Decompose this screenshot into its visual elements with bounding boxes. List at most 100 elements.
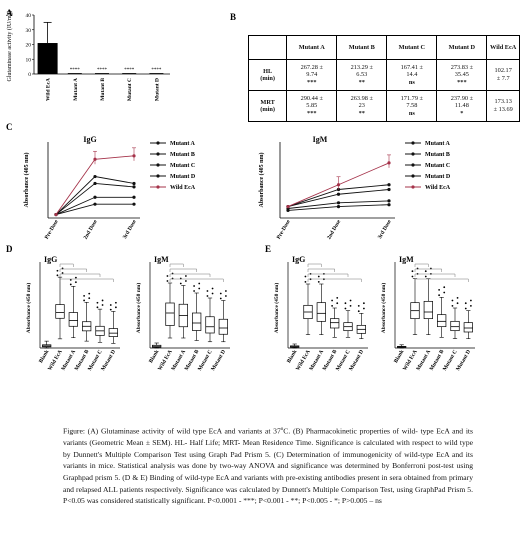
box-sig-bracket [59,263,74,267]
chart-a-bar [67,73,82,74]
box-iqr [218,318,228,335]
chart-c-point [132,185,136,189]
chart-c-point [286,205,290,209]
chart-a-bar [95,73,109,74]
chart-c-legend-label: Mutant C [425,163,450,169]
box-iqr [316,302,326,322]
chart-c-legend-label: Mutant A [170,141,196,147]
pk-header-mutant-c: Mutant C [386,35,438,60]
pk-row-mrt: MRT (min) 290.44 ±5.85 *** 263.98 ±23 ** 17… [247,90,520,122]
pk-cell: 173.13 ± 13.69 [486,90,520,122]
chart-c-legend-label: Mutant B [425,152,450,158]
chart-c-series-line [55,196,134,215]
box-sig-bracket [414,263,429,267]
chart-a-sig: **** [97,68,108,73]
pk-header-mutant-d: Mutant D [436,35,488,60]
chart-a-bar [149,73,164,74]
chart-a-xtick: Mutant B [100,78,106,101]
chart-a-xtick: Mutant A [73,78,79,101]
box-iqr [55,304,65,319]
box-iqr [165,302,175,326]
pk-header-mutant-a: Mutant A [286,35,338,60]
chart-a-ytick: 40 [26,13,32,19]
chart-a-bar [122,73,137,74]
pk-cell: 171.79 ±7.58 ns [386,90,438,122]
box-iqr [68,312,78,327]
chart-c-point [387,183,391,187]
pk-cell: 167.41 ±14.4 ns [386,59,438,91]
chart-c-xtick: 3rd Dose [377,219,393,241]
chart-c-point [336,201,341,205]
box-iqr [108,328,118,337]
chart-c-igg: IgG Absorbance (405 nm) Pre-Dose 2nd Dose… [23,135,196,241]
chart-a-ytick: 0 [28,72,31,78]
chart-c-igg-ylabel: Absorbance (405 nm) [23,152,30,207]
pk-cell: 263.98 ±23 ** [336,90,388,122]
pk-row-hl: HL (min) 267.28 ±9.74 *** 213.29 ±6.53 ** 1… [247,59,520,91]
box-ylabel: Absorbance (450 nm) [25,283,32,334]
chart-a-sig: **** [124,68,135,73]
chart-c-point [286,208,290,212]
chart-c-point [336,192,341,196]
chart-c-legend-label: Mutant D [170,174,196,180]
box-sig-bracket [59,278,114,282]
pk-header-blank [247,35,288,60]
panel-label-e: E [265,244,271,254]
pk-row-label: HL (min) [247,59,288,91]
chart-a-ytick: 20 [26,43,32,49]
panel-label-b: B [230,12,236,22]
chart-c-xtick: Pre-Dose [44,219,60,241]
chart-c-point [54,212,58,217]
chart-a-ytick: 30 [26,28,32,34]
chart-c-point [132,195,136,199]
chart-c-xtick: 2nd Dose [83,219,99,241]
figure-caption: Figure: (A) Glutaminase activity of wild… [63,426,473,506]
box-title: IgG [44,255,57,264]
chart-c-point [387,187,391,192]
box-iqr [205,316,215,334]
box-sig-bracket [414,273,456,277]
box-ylabel: Absorbance (450 nm) [135,283,142,334]
pk-cell: 267.28 ±9.74 *** [286,59,338,91]
box-sig-bracket [169,273,211,277]
box-title: IgM [399,255,414,264]
pk-table: Mutant A Mutant B Mutant C Mutant D Wild… [247,35,520,122]
box-iqr [450,320,460,332]
chart-c-legend-label: Mutant D [425,174,451,180]
chart-c-igm: IgM Absorbance (405 nm) Pre-Dose 2nd Dose… [258,135,451,241]
box-iqr [330,318,340,329]
chart-c-legend-label: Wild EcA [425,185,451,191]
chart-a-glutaminase: Glutaminase activity (IU/mg) 0 10 20 30 40 *… [6,11,170,101]
chart-c-point [93,195,97,199]
chart-c-point [93,181,97,186]
chart-c-point [93,202,97,206]
panel-label-d: D [6,244,13,254]
box-sig-bracket [307,273,349,277]
box-sig-bracket [169,263,184,267]
box-sig-bracket [59,273,101,277]
pk-table-header: Mutant A Mutant B Mutant C Mutant D Wild… [247,35,520,60]
chart-a-xtick: Mutant D [154,78,160,101]
chart-c-igm-title: IgM [313,135,328,144]
box-sig-bracket [307,268,335,272]
chart-c-point [336,205,341,209]
pk-cell: 213.29 ±6.53 ** [336,59,388,91]
panel-label-a: A [6,8,13,18]
box-ylabel: Absorbance (450 nm) [273,283,280,334]
box-sig-bracket [169,278,224,282]
box-xtick: Blank [148,348,161,364]
panel-label-c: C [6,122,13,132]
chart-c-legend-label: Mutant B [170,152,195,158]
chart-a-bar [37,43,58,74]
box-sig-bracket [59,268,87,272]
box-iqr [437,314,447,328]
chart-c-legend-label: Wild EcA [170,185,196,191]
box-title: IgG [292,255,305,264]
chart-a-xtick: Mutant C [127,78,133,101]
chart-c-legend-label: Mutant C [170,163,195,169]
box-iqr [463,322,473,333]
